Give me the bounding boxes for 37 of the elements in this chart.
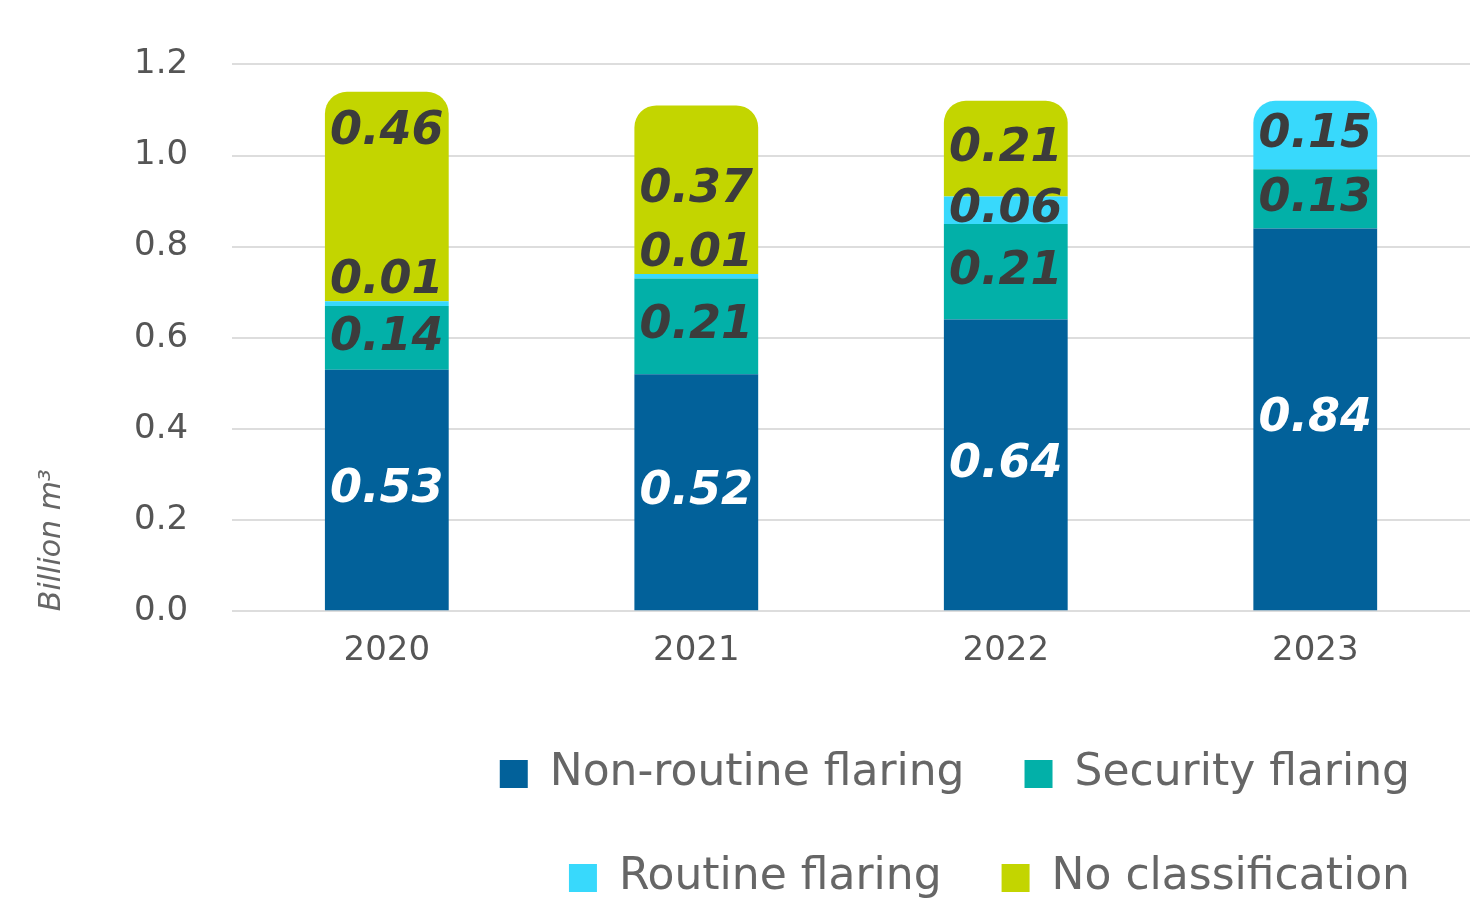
data-label: 0.52 (639, 461, 754, 516)
y-tick-label: 1.0 (133, 132, 189, 173)
data-label: 0.37 (639, 158, 754, 213)
bar (324, 369, 449, 611)
data-label: 0.15 (1258, 103, 1373, 158)
bar (943, 319, 1068, 611)
y-tick-label: 1.2 (133, 41, 189, 82)
legend-label: Routine flaring (618, 848, 942, 900)
y-tick-label: 0.0 (133, 588, 189, 629)
data-label: 0.21 (949, 240, 1063, 295)
data-label: 0.21 (639, 295, 754, 350)
data-label: 0.21 (949, 117, 1063, 172)
bar (1253, 228, 1378, 611)
data-label: 0.13 (1258, 167, 1373, 222)
y-tick-label: 0.4 (133, 405, 189, 446)
x-tick-label: 2023 (1271, 628, 1359, 669)
bar (634, 374, 759, 611)
x-tick-label: 2020 (343, 628, 431, 669)
x-tick-label: 2021 (653, 628, 740, 669)
y-tick-label: 0.8 (133, 223, 189, 264)
bar (634, 274, 759, 279)
y-tick-label: 0.6 (133, 314, 189, 355)
data-label: 0.46 (330, 100, 444, 155)
data-label: 0.64 (949, 433, 1063, 488)
legend-label: Non-routine flaring (549, 744, 965, 796)
data-label: 0.06 (949, 179, 1063, 234)
x-tick-label: 2022 (962, 628, 1050, 669)
bar (324, 301, 449, 306)
legend-label: Security flaring (1074, 744, 1411, 796)
data-label: 0.01 (330, 250, 444, 305)
y-tick-label: 0.2 (133, 496, 189, 537)
legend-label: No classification (1051, 848, 1411, 900)
data-label: 0.01 (639, 222, 754, 277)
data-label: 0.53 (330, 458, 444, 513)
y-axis-title: Billion m³ (31, 469, 67, 612)
data-label: 0.14 (330, 306, 444, 361)
data-label: 0.84 (1258, 388, 1373, 443)
